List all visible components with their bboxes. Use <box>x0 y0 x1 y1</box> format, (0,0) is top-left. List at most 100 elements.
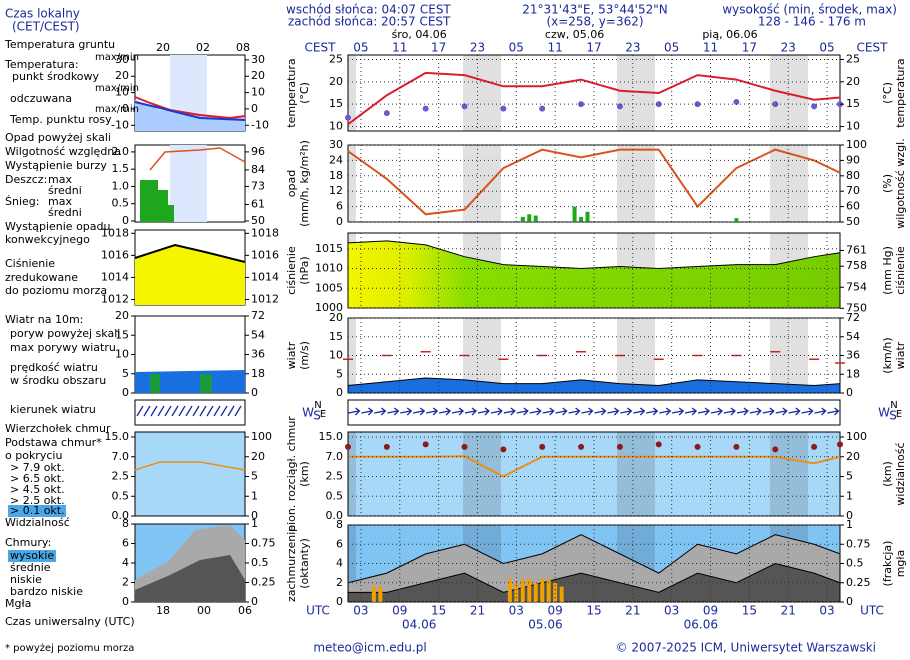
wind-arrow <box>775 407 788 416</box>
legend-text: Czas uniwersalny (UTC) <box>5 615 135 628</box>
compass: W <box>878 406 890 420</box>
day-label: 06.06 <box>684 618 718 632</box>
y-tick-label: 6 <box>336 537 343 550</box>
mini-tick-label: -10 <box>251 118 269 131</box>
series-dot <box>422 105 429 112</box>
y-tick-label: 15.0 <box>319 430 344 443</box>
wind-arrow <box>620 407 633 416</box>
mini-time: 02 <box>196 41 210 54</box>
wind-arrow <box>348 407 361 416</box>
series-bar <box>546 578 551 602</box>
y-tick-label: 18 <box>329 169 343 182</box>
time-unit: CEST <box>857 41 889 55</box>
mini-tick-label: 0 <box>122 595 129 608</box>
header-text: (CET/CEST) <box>12 20 80 34</box>
legend-text: Ciśnienie <box>5 257 55 270</box>
legend-text: max/min <box>95 104 139 115</box>
wind-arrow <box>213 405 221 417</box>
x-tick-label: 03 <box>353 604 368 618</box>
wind-arrow <box>788 407 801 416</box>
y-tick-label: 15 <box>329 330 343 343</box>
x-tick-label: 21 <box>625 604 640 618</box>
y2-tick-label: 750 <box>846 301 867 314</box>
night-band <box>617 432 655 516</box>
time-unit: UTC <box>860 604 884 618</box>
night-band <box>617 145 655 222</box>
series-dot <box>539 443 546 450</box>
series-dot <box>655 101 662 108</box>
y-tick-label: 0 <box>336 386 343 399</box>
series-bar <box>371 586 376 602</box>
series-bar <box>520 578 525 602</box>
y2-axis-label: wiatr <box>894 341 907 369</box>
wind-arrow <box>542 407 555 416</box>
y-axis-label: wiatr <box>285 341 298 369</box>
y2-tick-label: 15 <box>846 97 860 110</box>
y-axis-label: pion. rozciągł. chmur <box>285 416 298 532</box>
x-tick-label: 05 <box>509 41 524 55</box>
header-text: 128 - 146 - 176 m <box>758 15 866 29</box>
wind-arrow <box>749 407 762 416</box>
wind-arrow <box>171 405 179 417</box>
mini-tick-label: 2 <box>122 576 129 589</box>
x-tick-label: 09 <box>392 604 407 618</box>
y2-axis-label: (km) <box>881 461 894 487</box>
series-bar <box>579 216 584 222</box>
series-bar <box>559 586 564 602</box>
x-tick-label: 09 <box>703 604 718 618</box>
wind-arrow <box>150 405 158 417</box>
wind-arrow <box>234 405 242 417</box>
x-tick-label: 11 <box>392 41 407 55</box>
y-tick-label: 10 <box>329 349 343 362</box>
y-tick-label: 24 <box>329 153 343 166</box>
night-band <box>463 432 501 516</box>
compass: N <box>890 400 897 411</box>
y2-tick-label: 5 <box>846 470 853 483</box>
wind-arrow <box>814 407 827 416</box>
legend-text: Wilgotność względna <box>5 145 121 158</box>
legend-text: Wiatr na 10m: <box>5 313 83 326</box>
mini-tick-label: 96 <box>251 145 265 158</box>
x-tick-label: 15 <box>586 604 601 618</box>
y-axis-label: (mm/h, kg/m²h) <box>298 140 311 227</box>
y-tick-label: 15 <box>329 97 343 110</box>
wind-arrow <box>192 405 200 417</box>
y-tick-label: 2 <box>336 576 343 589</box>
mini-decor <box>134 54 246 603</box>
y2-axis-label: (frakcja) <box>881 541 894 587</box>
legend-text: Podstawa chmur* <box>5 436 102 449</box>
series-dot <box>811 443 818 450</box>
mini-tick-label: 0.0 <box>112 509 130 522</box>
legend-text: > 0.1 okt. <box>10 504 65 517</box>
legend-text: Opad powyżej skali <box>5 131 111 144</box>
mini-tick-label: 100 <box>251 430 272 443</box>
day-label: pią, 06.06 <box>702 28 757 41</box>
x-tick-label: 05 <box>819 41 834 55</box>
series-bar <box>533 215 538 222</box>
legend-text: konwekcyjnego <box>5 233 90 246</box>
mini-tick-label: 2.5 <box>112 470 130 483</box>
mini-tick-label: 20 <box>115 69 129 82</box>
time-unit: CEST <box>305 41 337 55</box>
y-tick-label: 1010 <box>315 262 343 275</box>
y2-axis-label: widzialność <box>894 442 907 505</box>
mini-tick-label: 5 <box>122 367 129 380</box>
y-tick-label: 0.5 <box>326 489 344 502</box>
mini-tick-label: 8 <box>122 517 129 530</box>
night-band <box>770 432 808 516</box>
wind-arrow <box>164 405 172 417</box>
legend-text: średni <box>48 206 82 219</box>
y-axis-label: temperatura <box>285 58 298 127</box>
y2-axis-label: (km/h) <box>881 337 894 373</box>
wind-arrow <box>646 407 659 416</box>
header-text: 21°31'43"E, 53°44'52"N <box>522 3 667 17</box>
mini-time: 20 <box>156 41 170 54</box>
night-band <box>348 432 356 516</box>
y-axis-label: (km) <box>298 461 311 487</box>
wind-arrow <box>438 407 452 416</box>
wind-arrow <box>361 407 374 416</box>
mini-tick-label: 20 <box>251 450 265 463</box>
series-dot <box>837 441 843 448</box>
mini-tick-label: 1018 <box>101 226 129 239</box>
